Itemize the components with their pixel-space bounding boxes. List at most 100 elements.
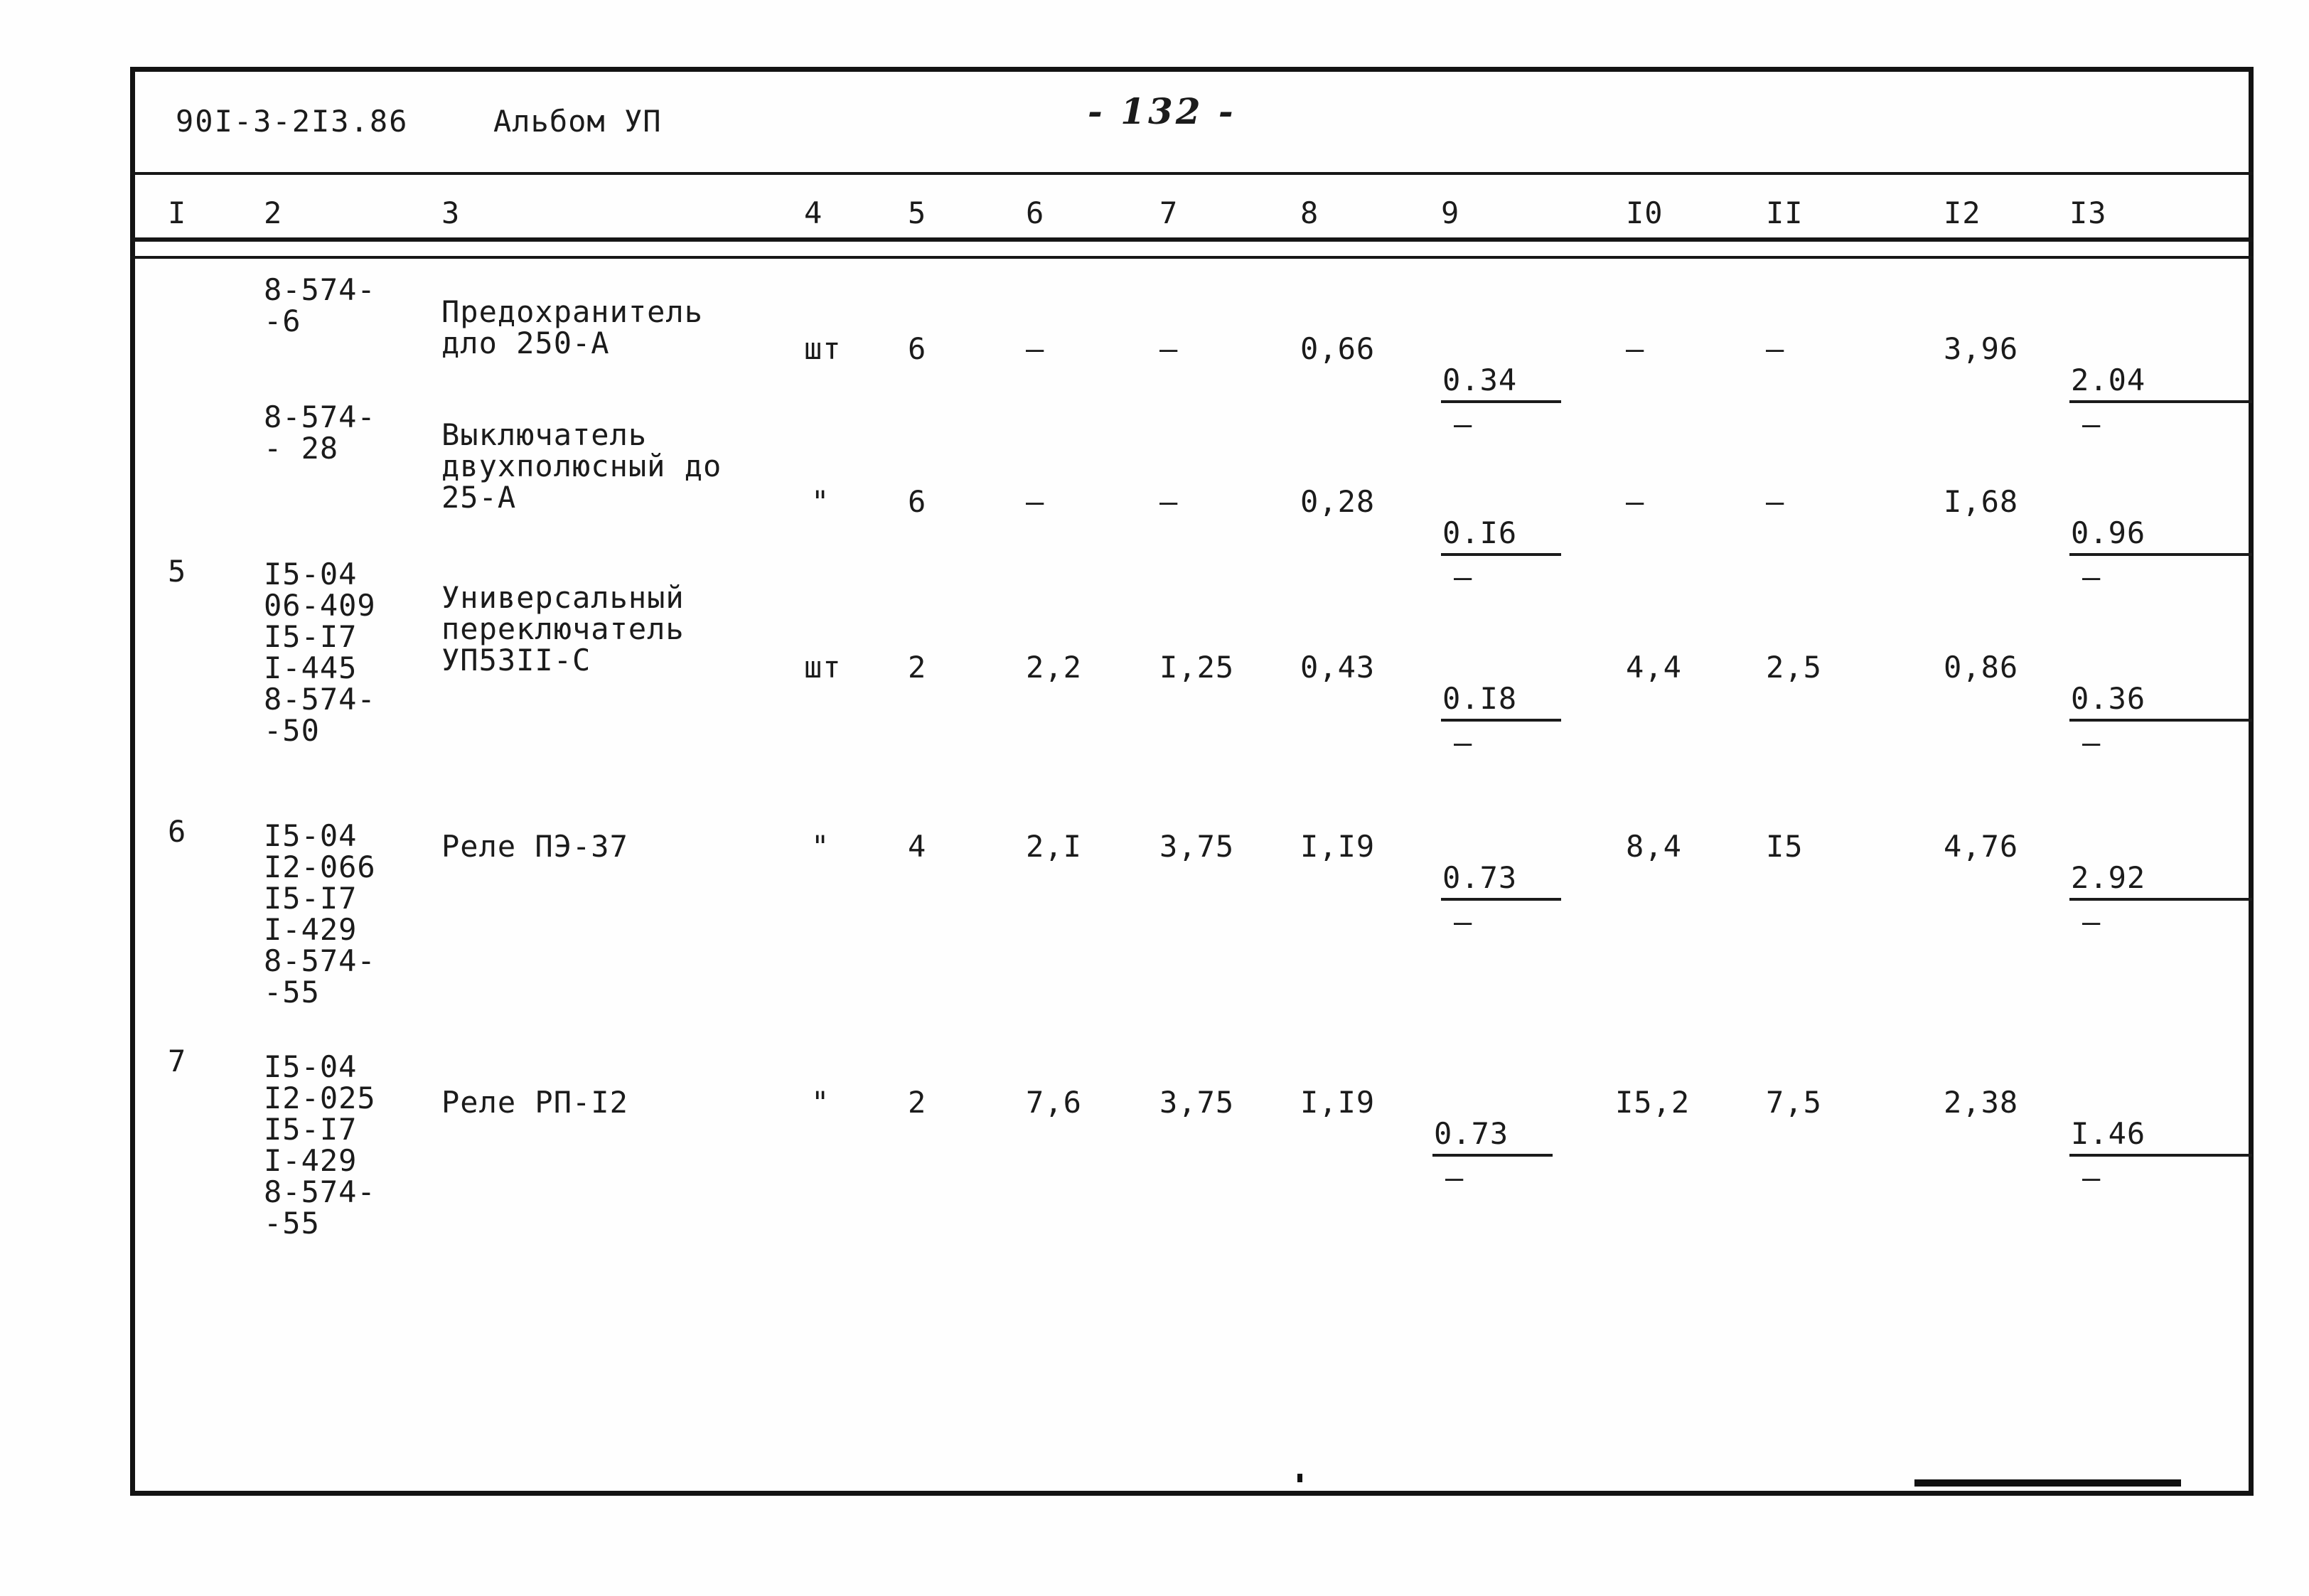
- row-7-col7: 3,75: [1159, 1085, 1235, 1120]
- fraction-numerator: 2.92: [2069, 862, 2253, 901]
- row-2-col10: –: [1626, 484, 1645, 519]
- row-5-col8: 0,43: [1300, 650, 1376, 685]
- row-1-col7: –: [1159, 331, 1179, 366]
- row-1-col9-fraction: 0.34 –: [1441, 333, 1562, 471]
- row-1-col13-fraction: 2.04 –: [2069, 333, 2253, 471]
- row-6-col11: I5: [1766, 829, 1804, 864]
- fraction-denominator: –: [1454, 407, 1473, 441]
- row-7-col9-fraction: 0.73 –: [1432, 1087, 1553, 1225]
- row-1-col8: 0,66: [1300, 331, 1376, 366]
- page-number-handwritten: - 132 -: [1088, 90, 1236, 132]
- document-page: 90I-3-2I3.86 Альбом УП - 132 - I 2 3 4 5…: [130, 67, 2254, 1496]
- fraction-numerator: 0.I8: [1441, 683, 1562, 722]
- row-1-col6: –: [1026, 331, 1045, 366]
- row-7-col12: 2,38: [1944, 1085, 2019, 1120]
- row-7-col6: 7,6: [1026, 1085, 1082, 1120]
- fraction-denominator: –: [1454, 725, 1473, 760]
- row-7-col13-fraction: I.46 –: [2069, 1087, 2253, 1225]
- row-5-col6: 2,2: [1026, 650, 1082, 685]
- fraction-numerator: 0.73: [1432, 1118, 1553, 1157]
- col-header-7: 7: [1159, 196, 1179, 230]
- row-5-position: 5: [168, 554, 187, 589]
- row-2-unit: ": [811, 484, 830, 519]
- col-header-9: 9: [1441, 196, 1460, 230]
- row-2-name: Выключатель двухполюсный до 25-А: [441, 417, 722, 515]
- col-header-13: I3: [2069, 196, 2107, 230]
- row-6-codes: I5-04 I2-066 I5-I7 I-429 8-574- -55: [264, 818, 376, 1009]
- row-1-codes: 8-574- -6: [264, 272, 376, 338]
- row-6-col7: 3,75: [1159, 829, 1235, 864]
- row-7-col11: 7,5: [1766, 1085, 1822, 1120]
- row-6-col12: 4,76: [1944, 829, 2019, 864]
- col-header-3: 3: [441, 196, 461, 230]
- fraction-denominator: –: [1445, 1160, 1464, 1195]
- row-1-name: Предохранитель дло 250-А: [441, 294, 704, 360]
- fraction-numerator: 0.I6: [1441, 518, 1562, 556]
- row-6-unit: ": [811, 829, 830, 864]
- row-7-qty: 2: [908, 1085, 927, 1120]
- fraction-numerator: 2.04: [2069, 365, 2253, 403]
- row-2-col11: –: [1766, 484, 1785, 519]
- row-5-col7: I,25: [1159, 650, 1235, 685]
- subheader-rule-2: [130, 256, 2254, 259]
- fraction-numerator: I.46: [2069, 1118, 2253, 1157]
- header-rule: [130, 172, 2254, 175]
- row-1-qty: 6: [908, 331, 927, 366]
- fraction-denominator: –: [1454, 904, 1473, 939]
- fraction-numerator: 0.36: [2069, 683, 2253, 722]
- fraction-denominator: –: [1454, 559, 1473, 594]
- row-1-col11: –: [1766, 331, 1785, 366]
- row-7-col10: I5,2: [1615, 1085, 1691, 1120]
- row-7-col8: I,I9: [1300, 1085, 1376, 1120]
- row-5-col11: 2,5: [1766, 650, 1822, 685]
- subheader-rule-1: [130, 237, 2254, 242]
- fraction-numerator: 0.34: [1441, 365, 1562, 403]
- fraction-denominator: –: [2082, 407, 2101, 441]
- fraction-numerator: 0.96: [2069, 518, 2253, 556]
- row-6-col6: 2,I: [1026, 829, 1082, 864]
- row-5-col10: 4,4: [1626, 650, 1682, 685]
- bottom-border-overstrike: [1914, 1479, 2181, 1487]
- col-header-2: 2: [264, 196, 283, 230]
- row-6-qty: 4: [908, 829, 927, 864]
- row-7-position: 7: [168, 1044, 187, 1078]
- row-2-col13-fraction: 0.96 –: [2069, 486, 2253, 624]
- fraction-denominator: –: [2082, 725, 2101, 760]
- row-6-position: 6: [168, 814, 187, 849]
- row-7-name: Реле РП-I2: [441, 1085, 628, 1120]
- col-header-4: 4: [804, 196, 823, 230]
- row-7-codes: I5-04 I2-025 I5-I7 I-429 8-574- -55: [264, 1049, 376, 1241]
- row-5-name: Универсальный переключатель УП53II-С: [441, 580, 685, 678]
- row-2-qty: 6: [908, 484, 927, 519]
- row-6-col13-fraction: 2.92 –: [2069, 831, 2253, 969]
- col-header-10: I0: [1626, 196, 1664, 230]
- row-2-col12: I,68: [1944, 484, 2019, 519]
- row-5-unit: шт: [804, 650, 842, 685]
- row-1-col10: –: [1626, 331, 1645, 366]
- row-5-col9-fraction: 0.I8 –: [1441, 652, 1562, 790]
- row-7-unit: ": [811, 1085, 830, 1120]
- row-5-qty: 2: [908, 650, 927, 685]
- row-6-name: Реле ПЭ-37: [441, 829, 628, 864]
- doc-number: 90I-3-2I3.86: [176, 104, 409, 139]
- row-2-col6: –: [1026, 484, 1045, 519]
- col-header-6: 6: [1026, 196, 1045, 230]
- row-1-col12: 3,96: [1944, 331, 2019, 366]
- row-6-col8: I,I9: [1300, 829, 1376, 864]
- row-1-unit: шт: [804, 331, 842, 366]
- fraction-denominator: –: [2082, 1160, 2101, 1195]
- album-title: Альбом УП: [493, 104, 662, 139]
- row-5-col12: 0,86: [1944, 650, 2019, 685]
- scan-speck: [1297, 1474, 1302, 1482]
- fraction-denominator: –: [2082, 904, 2101, 939]
- row-2-codes: 8-574- - 28: [264, 400, 376, 466]
- col-header-8: 8: [1300, 196, 1319, 230]
- col-header-5: 5: [908, 196, 927, 230]
- row-2-col8: 0,28: [1300, 484, 1376, 519]
- row-2-col9-fraction: 0.I6 –: [1441, 486, 1562, 624]
- col-header-11: II: [1766, 196, 1804, 230]
- fraction-numerator: 0.73: [1441, 862, 1562, 901]
- row-6-col10: 8,4: [1626, 829, 1682, 864]
- col-header-12: I2: [1944, 196, 1981, 230]
